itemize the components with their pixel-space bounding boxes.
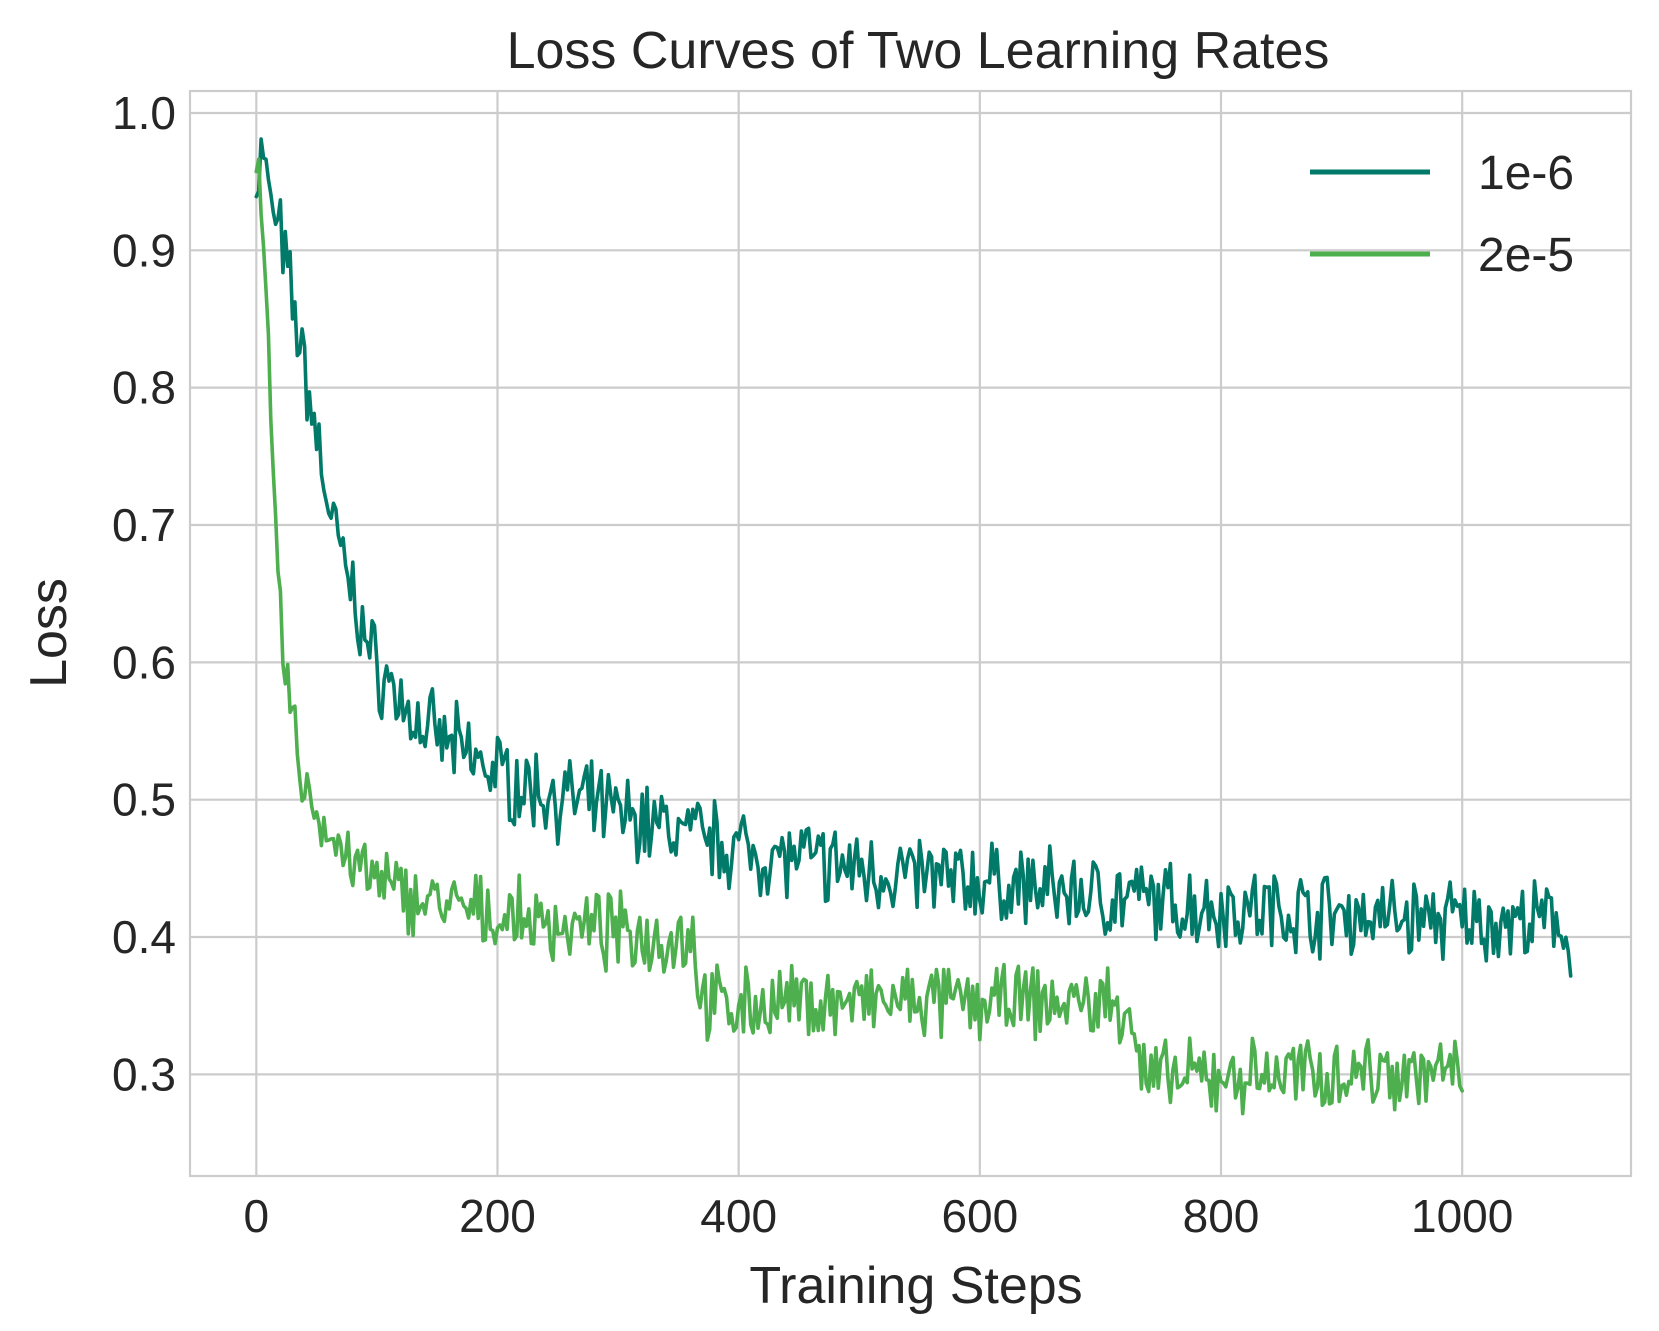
tick-labels: 0 200 400 600 800 1000 0.3 0.4 0.5 0.6 0.7 0.8 0.9 1.… [112,87,1513,1242]
y-tick-label: 1.0 [112,87,176,139]
y-tick-label: 0.9 [112,224,176,276]
y-tick-label: 0.5 [112,774,176,826]
y-tick-label: 0.6 [112,636,176,688]
chart-title: Loss Curves of Two Learning Rates [507,22,1330,80]
x-tick-label: 800 [1183,1190,1260,1242]
series-line-2e-5 [254,157,1464,1116]
x-tick-label: 0 [244,1190,270,1242]
x-tick-label: 200 [459,1190,536,1242]
y-axis-label: Loss [20,578,78,688]
y-tick-label: 0.8 [112,362,176,414]
plot-frame [188,89,1633,1178]
y-tick-label: 0.7 [112,499,176,551]
legend: 1e-6 2e-5 [1310,147,1574,282]
series-line-1e-6 [254,137,1573,978]
y-tick-label: 0.4 [112,911,176,963]
x-tick-label: 1000 [1411,1190,1513,1242]
grid [190,91,1631,1176]
legend-label: 1e-6 [1478,147,1574,200]
legend-label: 2e-5 [1478,229,1574,282]
x-tick-label: 400 [700,1190,777,1242]
x-tick-label: 600 [941,1190,1018,1242]
x-axis-label: Training Steps [749,1257,1082,1315]
series-lines [254,137,1573,1116]
y-tick-label: 0.3 [112,1048,176,1100]
